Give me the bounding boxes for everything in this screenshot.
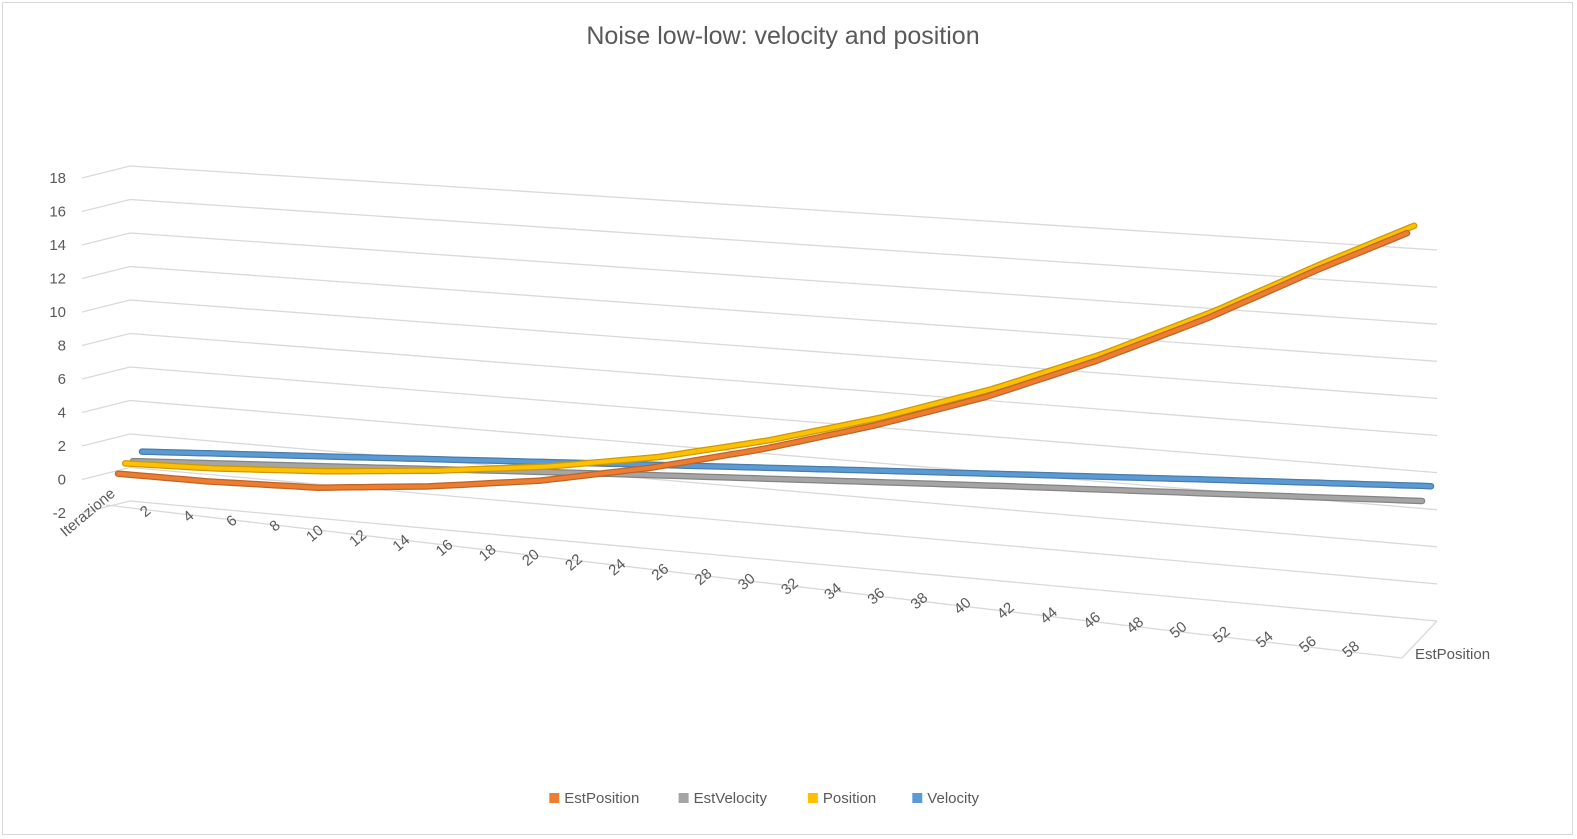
legend-swatch [549,793,560,803]
x-tick-label: 2 [137,502,154,520]
x-axis-ticks: 2 4 6 8 10 12 14 16 18 20 22 24 26 28 30 32 34 36 38 40 42 44… [137,502,1363,661]
gridline [129,198,1438,288]
x-tick-label: 12 [346,527,370,551]
legend-swatch [678,793,689,803]
x-tick-label: 28 [692,565,716,589]
legend-swatch [807,793,818,803]
series-line-position [123,223,1417,474]
y-tick-label: 8 [58,338,66,355]
x-tick-label: 6 [223,512,240,530]
gridline [129,332,1438,437]
x-tick-label: 30 [735,570,759,594]
side-gridline [81,165,131,179]
floor-right-edge [1401,620,1438,659]
x-tick-label: 10 [303,522,327,546]
side-gridline [81,232,131,246]
side-gridline [81,399,131,414]
x-tick-label: 32 [778,575,802,599]
x-tick-label: 56 [1296,633,1320,657]
gridline [129,232,1438,325]
side-gridline [81,198,131,213]
gridlines [81,165,1438,659]
x-axis-label: Iterazione [57,485,118,540]
x-tick-label: 54 [1253,628,1277,652]
legend-label: EstPosition [564,790,639,807]
series-line-velocity [140,449,1433,489]
gridline [129,366,1438,474]
legend-label: Velocity [927,790,979,807]
y-tick-label: 12 [49,271,66,288]
x-tick-label: 16 [433,536,457,560]
series-lines [114,222,1435,505]
x-tick-label: 20 [519,546,543,570]
x-tick-label: 58 [1339,638,1363,662]
x-tick-label: 22 [562,551,586,575]
side-gridline [81,366,131,380]
y-tick-label: 18 [49,170,66,187]
y-tick-label: 4 [58,405,66,422]
x-tick-label: 44 [1037,604,1061,628]
side-gridline [81,466,131,481]
x-tick-label: 50 [1167,618,1191,642]
y-tick-label: 6 [58,371,66,388]
side-gridline [81,265,131,280]
side-gridline [81,332,131,347]
side-gridline [81,433,131,447]
x-tick-label: 18 [476,541,500,565]
side-gridline [81,500,131,514]
y-tick-label: 0 [58,472,66,489]
gridline [129,265,1438,362]
gridline [129,299,1438,400]
gridline [129,433,1438,548]
y-tick-label: 10 [49,304,66,321]
x-tick-label: 34 [821,580,845,604]
gridline [129,500,1438,622]
gridline [129,165,1438,251]
chart-title: Noise low-low: velocity and position [586,22,979,50]
series-line-estposition [116,231,1409,490]
y-tick-label: 2 [58,438,66,455]
side-gridline [81,299,131,313]
y-tick-label: 16 [49,204,66,221]
x-tick-label: 48 [1123,613,1147,637]
x-tick-label: 42 [994,599,1018,623]
x-tick-label: 26 [649,560,673,584]
x-tick-label: 24 [605,556,629,580]
floor-front-edge [105,504,1403,659]
x-tick-label: 52 [1210,623,1234,647]
y-axis-ticks: -2 0 2 4 6 8 10 12 14 16 18 [49,170,66,522]
legend: EstPosition EstVelocity Position Velocity [549,790,979,807]
x-tick-label: 46 [1080,609,1104,633]
series-line-estvelocity [131,459,1424,503]
y-tick-label: 14 [49,237,66,254]
y-tick-label: -2 [53,505,66,522]
legend-label: EstVelocity [694,790,768,807]
x-tick-label: 38 [908,589,932,613]
depth-axis-label: EstPosition [1415,646,1490,663]
x-tick-label: 36 [864,585,888,609]
legend-swatch [912,793,923,803]
x-tick-label: 40 [951,594,975,618]
legend-label: Position [823,790,876,807]
x-tick-label: 14 [389,531,413,555]
x-tick-label: 4 [180,507,197,525]
